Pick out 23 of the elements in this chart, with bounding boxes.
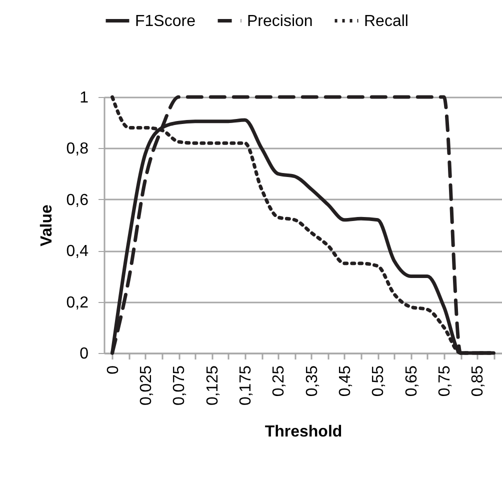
x-tick-label: 0,075 (171, 365, 188, 406)
x-tick-label: 0,45 (336, 365, 354, 397)
x-tick-label: 0,75 (436, 365, 454, 397)
x-tick-label: 0,85 (470, 365, 487, 397)
legend-label: F1Score (135, 12, 196, 30)
y-tick-label: 0,4 (66, 243, 89, 260)
x-axis-title: Threshold (264, 424, 342, 441)
y-tick-label: 0,6 (66, 192, 89, 209)
y-tick-label: 1 (80, 90, 89, 106)
legend-label: Precision (247, 12, 313, 30)
x-tick-label: 0,175 (237, 365, 254, 406)
x-tick-label: 0,55 (370, 365, 388, 397)
x-tick-label: 0,65 (403, 365, 420, 397)
x-tick-label: 0,125 (204, 365, 222, 406)
x-tick-label: 0,35 (304, 365, 321, 397)
legend-label: Recall (364, 12, 408, 30)
x-tick-label: 0,25 (270, 365, 288, 397)
y-tick-label: 0,8 (66, 140, 89, 158)
x-tick-label: 0 (104, 365, 122, 374)
y-axis-title: Value (38, 204, 56, 246)
x-tick-label: 0,025 (138, 365, 155, 406)
y-tick-label: 0 (80, 346, 89, 362)
y-tick-label: 0,2 (66, 294, 89, 312)
